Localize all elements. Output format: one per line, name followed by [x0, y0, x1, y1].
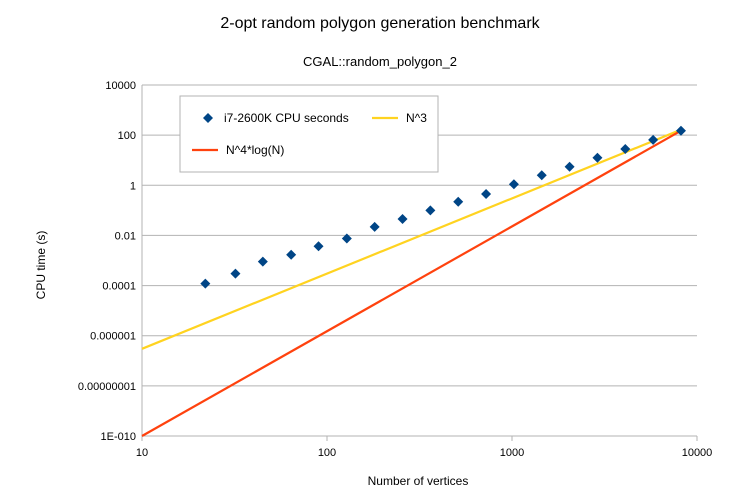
x-tick-label: 10 — [136, 447, 148, 459]
y-tick-label: 0.01 — [115, 230, 136, 242]
legend: i7-2600K CPU seconds N^3 N^4*log(N) — [179, 95, 439, 173]
data-point-marker — [508, 179, 519, 190]
data-point-marker — [592, 152, 603, 163]
data-point-marker — [620, 144, 631, 155]
y-tick-label: 100 — [118, 130, 136, 142]
data-point-marker — [313, 241, 324, 252]
data-point-marker — [453, 196, 464, 207]
x-tick-label: 1000 — [500, 447, 524, 459]
chart-title: 2-opt random polygon generation benchmar… — [220, 15, 540, 32]
data-point-marker — [481, 188, 492, 199]
legend-label: i7-2600K CPU seconds — [224, 111, 349, 125]
axes — [141, 85, 698, 441]
data-point-marker — [397, 214, 408, 225]
data-point-marker — [675, 125, 686, 136]
x-axis-label: Number of vertices — [368, 474, 469, 488]
legend-marker — [203, 113, 213, 123]
data-point-marker — [648, 134, 659, 145]
y-tick-label: 1E-010 — [101, 431, 136, 443]
series-line-n-3 — [141, 128, 682, 350]
data-point-marker — [536, 170, 547, 181]
legend-label: N^4*log(N) — [226, 143, 284, 157]
y-tick-label: 1 — [130, 180, 136, 192]
y-tick-labels: 1E-010 0.00000001 0.000001 0.0001 0.01 1 100 10… — [78, 80, 136, 443]
data-point-marker — [286, 249, 297, 260]
y-axis-label: CPU time (s) — [34, 231, 48, 300]
series-line-n-4-log-n- — [141, 129, 682, 437]
x-tick-labels: 10 100 1000 10000 — [136, 447, 712, 459]
data-point-marker — [425, 205, 436, 216]
data-point-marker — [341, 233, 352, 244]
y-tick-label: 0.000001 — [90, 331, 136, 343]
y-tick-label: 10000 — [105, 80, 136, 92]
data-point-marker — [200, 278, 211, 289]
x-tick-label: 100 — [318, 447, 336, 459]
legend-label: N^3 — [406, 111, 427, 125]
data-point-marker — [230, 268, 241, 279]
legend-box — [179, 95, 439, 173]
y-tick-label: 0.0001 — [102, 281, 136, 293]
data-point-marker — [564, 161, 575, 172]
chart-subtitle: CGAL::random_polygon_2 — [303, 54, 457, 69]
data-point-marker — [257, 256, 268, 267]
data-point-marker — [369, 221, 380, 232]
y-tick-label: 0.00000001 — [78, 381, 136, 393]
x-tick-label: 10000 — [682, 447, 713, 459]
series — [141, 125, 686, 437]
